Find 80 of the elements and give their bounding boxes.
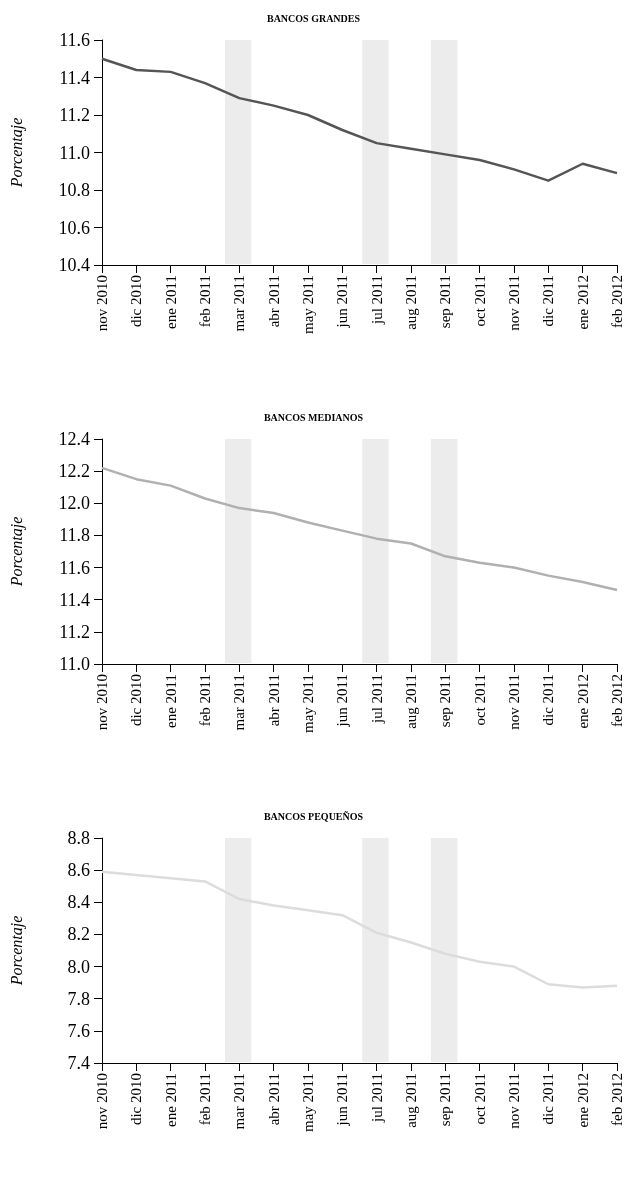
x-tick-label: feb 2012 (609, 275, 625, 328)
y-tick-label: 7.4 (67, 1053, 90, 1073)
y-tick-label: 12.2 (58, 461, 90, 482)
x-tick-label: sep 2011 (437, 674, 454, 728)
x-tick-label: jul 2011 (368, 674, 385, 725)
x-tick-label: nov 2010 (94, 1073, 110, 1130)
x-tick-label: nov 2011 (506, 1073, 522, 1129)
x-tick-label: ene 2012 (574, 275, 591, 330)
y-axis-title: Porcentaje (7, 516, 26, 588)
x-tick-label: dic 2010 (128, 1073, 145, 1126)
chart-title: BANCOS MEDIANOS (263, 411, 364, 423)
x-tick-label: sep 2011 (437, 1073, 454, 1127)
x-tick-label: ene 2011 (162, 1073, 179, 1128)
y-tick-label: 11.4 (59, 67, 90, 88)
y-tick-label: 10.6 (58, 217, 90, 238)
y-tick-label: 12.4 (58, 429, 90, 449)
y-tick-label: 8.2 (67, 924, 90, 945)
x-tick-label: feb 2012 (609, 674, 625, 727)
x-tick-label: dic 2011 (540, 275, 557, 327)
y-tick-label: 11.6 (59, 30, 90, 50)
x-tick-label: nov 2011 (506, 674, 522, 730)
x-tick-label: may 2011 (300, 674, 316, 734)
x-tick-label: nov 2011 (506, 275, 522, 331)
x-tick-label: feb 2011 (197, 674, 213, 727)
x-tick-label: aug 2011 (403, 674, 419, 729)
x-tick-label: mar 2011 (231, 674, 248, 731)
y-tick-label: 8.0 (67, 956, 90, 977)
x-tick-label: oct 2011 (471, 674, 488, 726)
x-tick-label: ene 2012 (574, 674, 591, 729)
y-tick-label: 11.6 (59, 557, 90, 578)
line-series (100, 57, 619, 182)
x-tick-label: oct 2011 (471, 275, 488, 327)
x-tick-label: ene 2012 (574, 1073, 591, 1128)
x-tick-label: dic 2011 (540, 674, 557, 726)
x-tick-label: mar 2011 (231, 1073, 248, 1130)
x-tick-label: dic 2010 (128, 275, 145, 328)
line-series (100, 466, 619, 592)
y-tick-label: 11.0 (59, 142, 90, 163)
x-tick-label: may 2011 (300, 1073, 316, 1133)
y-tick-label: 8.8 (67, 828, 90, 848)
x-tick-label: ene 2011 (162, 674, 179, 729)
x-tick-label: dic 2011 (540, 1073, 557, 1125)
y-tick-label: 11.8 (59, 525, 90, 546)
x-tick-label: mar 2011 (231, 275, 248, 332)
x-tick-label: feb 2011 (197, 275, 213, 328)
y-tick-label: 11.0 (59, 654, 90, 674)
x-tick-label: feb 2012 (609, 1073, 625, 1126)
chart-title: BANCOS GRANDES (266, 12, 361, 24)
x-tick-label: jun 2011 (334, 674, 351, 728)
x-tick-label: nov 2010 (94, 674, 110, 731)
chart-title: BANCOS PEQUEÑOS (263, 810, 364, 822)
y-tick-label: 10.8 (58, 180, 90, 200)
x-tick-label: aug 2011 (403, 275, 419, 330)
y-tick-label: 8.4 (67, 892, 90, 913)
x-tick-label: abr 2011 (265, 275, 282, 328)
x-tick-label: aug 2011 (403, 1073, 419, 1128)
x-tick-label: jun 2011 (334, 275, 351, 329)
y-tick-label: 8.6 (67, 860, 90, 881)
x-tick-label: jun 2011 (334, 1073, 351, 1127)
x-tick-label: abr 2011 (265, 1073, 282, 1126)
y-tick-label: 11.2 (59, 105, 90, 125)
y-tick-label: 7.6 (67, 1020, 90, 1041)
x-tick-label: jul 2011 (368, 1073, 385, 1124)
x-tick-label: feb 2011 (197, 1073, 213, 1126)
line-series (100, 870, 619, 989)
y-tick-label: 10.4 (58, 255, 90, 275)
y-tick-label: 11.4 (59, 589, 90, 610)
x-tick-label: oct 2011 (471, 1073, 488, 1125)
x-tick-label: jul 2011 (368, 275, 385, 326)
x-tick-label: sep 2011 (437, 275, 454, 329)
y-tick-label: 11.2 (59, 621, 90, 642)
y-axis-title: Porcentaje (7, 117, 26, 189)
y-tick-label: 7.8 (67, 988, 90, 1009)
x-tick-label: may 2011 (300, 275, 316, 335)
x-tick-label: ene 2011 (162, 275, 179, 330)
x-tick-label: dic 2010 (128, 674, 145, 727)
x-tick-label: abr 2011 (265, 674, 282, 727)
y-axis-title: Porcentaje (7, 915, 26, 987)
x-tick-label: nov 2010 (94, 275, 110, 332)
y-tick-label: 12.0 (58, 493, 90, 514)
